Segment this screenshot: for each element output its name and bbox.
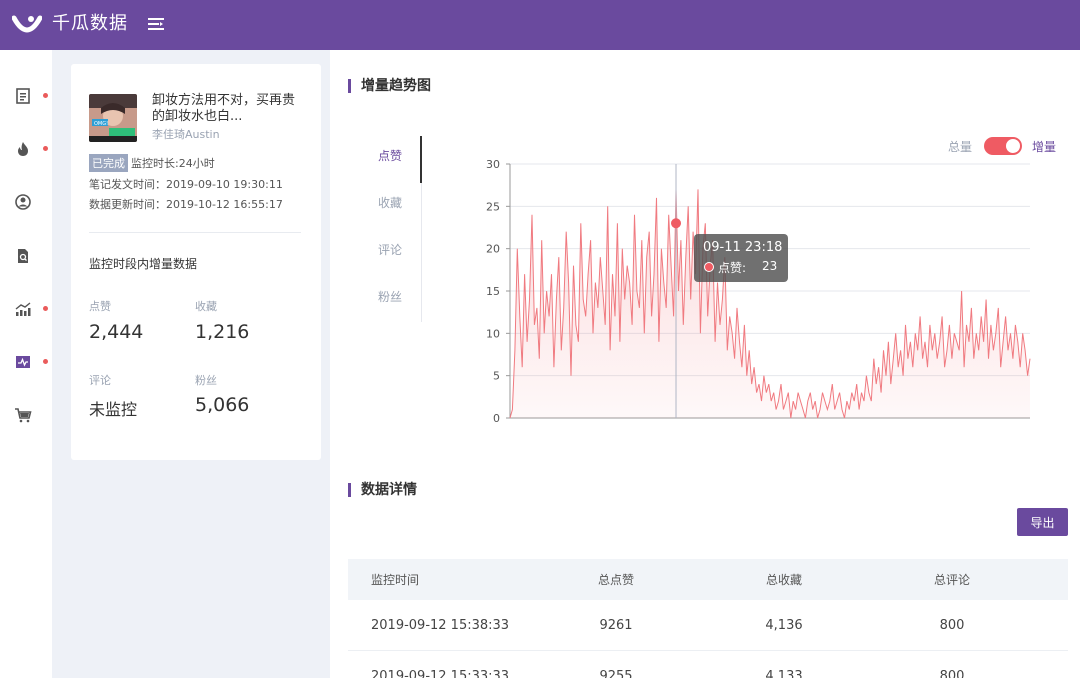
y-tick-label: 30 <box>486 158 500 171</box>
toggle-knob <box>1006 139 1020 153</box>
toggle-switch[interactable] <box>984 137 1022 155</box>
y-tick-label: 15 <box>486 285 500 298</box>
tooltip-value: 23 <box>762 259 778 273</box>
thumbnail-image: OMG! <box>89 94 137 142</box>
active-tab-indicator <box>420 136 422 183</box>
note-author[interactable]: 李佳琦Austin <box>152 128 220 141</box>
trend-section-title: 增量趋势图 <box>348 79 431 93</box>
sidebar-item-hot[interactable] <box>0 131 52 167</box>
export-button[interactable]: 导出 <box>1017 508 1068 536</box>
table-header: 监控时间 总点赞 总收藏 总评论 <box>348 559 1068 600</box>
likes-value: 2,444 <box>89 321 144 343</box>
comments-value: 未监控 <box>89 400 138 419</box>
sidebar-item-trends[interactable] <box>0 291 52 327</box>
note-title[interactable]: 卸妆方法用不对，买再贵的卸妆水也白... <box>152 93 296 124</box>
header-total-collects: 总收藏 <box>765 573 802 587</box>
comments-label: 评论 <box>89 374 111 387</box>
logo-icon <box>12 15 42 33</box>
sidebar-item-users[interactable] <box>0 184 52 220</box>
header-total-comments: 总评论 <box>933 573 970 587</box>
table-row: 2019-09-12 15:33:33 9255 4,133 800 <box>348 651 1068 678</box>
tab-comments[interactable]: 评论 <box>377 243 402 257</box>
status-row: 已完成 监控时长:24小时 <box>89 154 215 172</box>
svg-text:OMG!: OMG! <box>94 121 108 127</box>
cell-likes: 9261 <box>599 617 633 633</box>
y-tick-label: 10 <box>486 327 500 340</box>
collects-value: 1,216 <box>195 321 250 343</box>
notification-dot <box>43 306 48 311</box>
main-content: 增量趋势图 点赞 收藏 评论 粉丝 总量 增量 0 5 10 15 20 25 30 09-… <box>330 50 1080 678</box>
tooltip-label: 点赞: <box>718 261 747 275</box>
series-area <box>510 189 1030 418</box>
cell-likes: 9255 <box>599 668 633 678</box>
toggle-total-label[interactable]: 总量 <box>948 140 973 154</box>
trend-chart-icon <box>15 302 31 316</box>
monitor-pulse-icon <box>16 356 30 368</box>
sidebar-item-notes[interactable] <box>0 78 52 114</box>
cell-time: 2019-09-12 15:38:33 <box>371 617 510 633</box>
increment-section-label: 监控时段内增量数据 <box>89 257 198 271</box>
fans-value: 5,066 <box>195 394 250 416</box>
cell-collects: 4,133 <box>765 668 803 678</box>
likes-label: 点赞 <box>89 300 111 313</box>
status-badge: 已完成 <box>89 154 128 172</box>
tab-collects[interactable]: 收藏 <box>377 196 402 210</box>
hover-point <box>671 218 682 229</box>
cell-comments: 800 <box>939 668 965 678</box>
file-search-icon <box>18 249 28 263</box>
header-total-likes: 总点赞 <box>597 573 634 587</box>
tooltip-time: 09-11 23:18 <box>703 240 783 255</box>
notification-dot <box>43 93 48 98</box>
chart-tooltip: 09-11 23:18 点赞: 23 <box>694 234 788 282</box>
cell-time: 2019-09-12 15:33:33 <box>371 668 510 678</box>
header-monitor-time: 监控时间 <box>371 573 420 587</box>
menu-toggle-icon[interactable] <box>146 14 166 34</box>
trend-chart[interactable]: 0 5 10 15 20 25 30 <box>470 152 1040 442</box>
top-bar: 千瓜数据 <box>0 0 1080 50</box>
fans-label: 粉丝 <box>195 374 217 387</box>
sidebar-item-monitor[interactable] <box>0 344 52 380</box>
brand-name: 千瓜数据 <box>52 13 128 34</box>
table-row: 2019-09-12 15:38:33 9261 4,136 800 <box>348 600 1068 651</box>
flame-icon <box>18 142 28 156</box>
y-tick-label: 0 <box>493 412 500 425</box>
sidebar-item-search[interactable] <box>0 238 52 274</box>
details-section-title: 数据详情 <box>348 483 417 497</box>
y-tick-label: 25 <box>486 200 500 213</box>
sidebar-item-shop[interactable] <box>0 397 52 433</box>
notification-dot <box>43 359 48 364</box>
collects-label: 收藏 <box>195 300 217 313</box>
monitor-duration: 监控时长:24小时 <box>131 157 215 170</box>
cell-comments: 800 <box>939 617 965 633</box>
divider <box>89 232 301 233</box>
update-time: 数据更新时间：2019-10-12 16:55:17 <box>89 198 283 211</box>
y-tick-label: 5 <box>493 370 500 383</box>
publish-time: 笔记发文时间：2019-09-10 19:30:11 <box>89 178 283 191</box>
note-card: OMG! 卸妆方法用不对，买再贵的卸妆水也白... 李佳琦Austin 已完成监… <box>71 64 321 460</box>
user-circle-icon <box>15 194 31 210</box>
tab-fans[interactable]: 粉丝 <box>377 290 402 304</box>
notification-dot <box>43 146 48 151</box>
toggle-increment-label[interactable]: 增量 <box>1032 140 1057 154</box>
sidebar <box>0 50 52 678</box>
note-info-panel: OMG! 卸妆方法用不对，买再贵的卸妆水也白... 李佳琦Austin 已完成监… <box>52 50 330 678</box>
note-thumbnail[interactable]: OMG! <box>89 94 137 142</box>
tooltip-series-dot <box>704 262 714 272</box>
y-tick-label: 20 <box>486 243 500 256</box>
metric-tabs: 点赞 收藏 评论 粉丝 <box>360 136 422 322</box>
cell-collects: 4,136 <box>765 617 803 633</box>
tab-likes[interactable]: 点赞 <box>377 149 402 163</box>
series-line <box>509 189 1031 419</box>
shopping-cart-icon <box>15 408 32 423</box>
document-list-icon <box>16 88 30 104</box>
